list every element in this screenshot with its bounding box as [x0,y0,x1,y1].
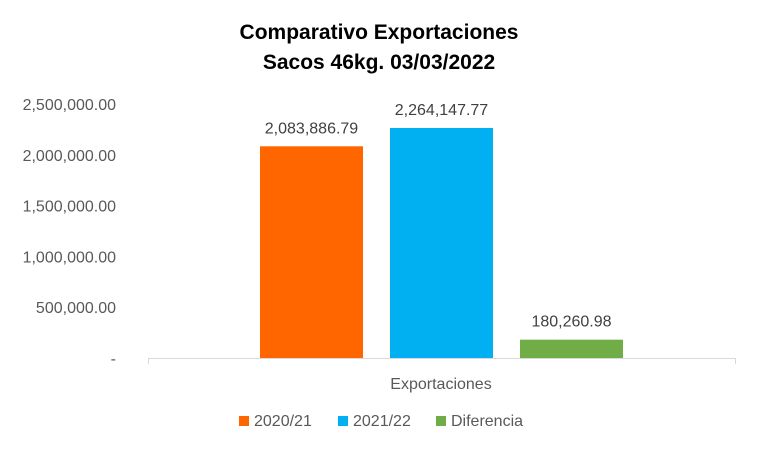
bar-diferencia [520,339,623,358]
legend-swatch [239,416,249,426]
y-tick-label: 2,500,000.00 [23,97,117,114]
legend-swatch [338,416,348,426]
legend-label: 2021/22 [353,413,411,430]
data-label: 2,083,886.79 [265,120,359,137]
y-tick-label: 2,000,000.00 [23,148,117,165]
chart-title-line1: Comparativo Exportaciones [239,21,519,44]
legend-label: Diferencia [451,413,523,430]
legend-swatch [436,416,446,426]
y-tick-label: 1,500,000.00 [23,199,117,216]
data-label: 2,264,147.77 [395,102,489,119]
data-label: 180,260.98 [531,314,611,331]
legend-label: 2020/21 [254,413,312,430]
y-tick-label: 1,000,000.00 [23,249,117,266]
bar-2020-21 [260,146,363,358]
chart-title: Comparativo Exportaciones Sacos 46kg. 03… [0,18,758,78]
bar-2021-22 [390,127,493,358]
chart-title-line2: Sacos 46kg. 03/03/2022 [262,51,496,74]
x-category-label: Exportaciones [390,376,491,393]
y-tick-label: 500,000.00 [36,300,116,317]
y-tick-label: - [111,351,116,368]
